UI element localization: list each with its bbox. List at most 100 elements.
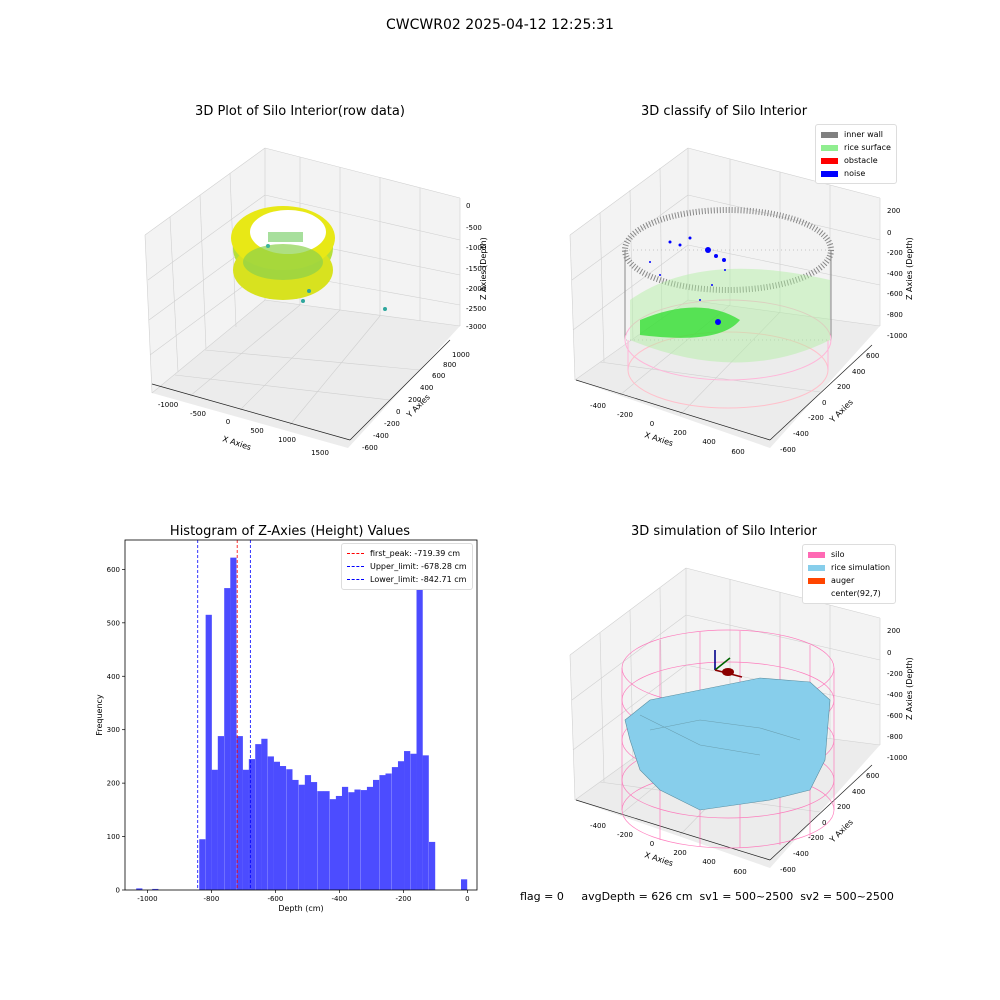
svg-text:-400: -400	[373, 432, 389, 440]
legend-lower-limit: Lower_limit: -842.71 cm	[370, 575, 467, 584]
svg-text:1000: 1000	[452, 351, 470, 359]
x-tick-label: -800	[203, 895, 219, 903]
simulation-plot-title: 3D simulation of Silo Interior	[631, 524, 817, 539]
x-tick-label: 0	[465, 895, 469, 903]
histogram-y-ticks: 0 100 200 300 400 500 600	[107, 566, 125, 895]
histogram-bar	[354, 789, 361, 890]
auger-axes-icon	[714, 650, 743, 678]
histogram-bar	[152, 888, 159, 890]
svg-text:400: 400	[852, 368, 865, 376]
figure-title: CWCWR02 2025-04-12 12:25:31	[386, 17, 614, 33]
histogram-bar	[310, 782, 318, 890]
histogram-bars	[136, 557, 468, 890]
legend-first-peak: first_peak: -719.39 cm	[370, 549, 461, 558]
histogram-x-label: Depth (cm)	[278, 904, 323, 913]
svg-text:-400: -400	[793, 850, 809, 858]
svg-text:200: 200	[887, 627, 900, 635]
y-tick-label: 0	[116, 887, 120, 895]
svg-text:-1500: -1500	[466, 265, 486, 273]
histogram-bar	[429, 841, 436, 890]
svg-text:200: 200	[837, 383, 850, 391]
histogram-bar	[286, 769, 293, 890]
raw-point-cloud	[231, 206, 387, 311]
svg-text:Z Axies (Depth): Z Axies (Depth)	[905, 237, 914, 300]
svg-text:-400: -400	[590, 402, 606, 410]
histogram-bar	[379, 775, 386, 890]
legend-swatch-noise	[821, 170, 838, 177]
histogram-bar	[230, 557, 237, 890]
histogram-bar	[205, 614, 212, 890]
classify-3d-plot: -400 -200 0 200 400 600 -600 -400 -200 0…	[569, 147, 914, 456]
svg-text:-2500: -2500	[466, 305, 486, 313]
histogram-bar	[385, 773, 392, 890]
status-footer: flag = 0 avgDepth = 626 cm sv1 = 500~250…	[520, 890, 894, 903]
histogram-bar	[304, 775, 312, 890]
svg-text:200: 200	[408, 396, 421, 404]
histogram-bar	[255, 744, 262, 890]
legend-upper-limit: Upper_limit: -678.28 cm	[370, 562, 467, 571]
classify-silo	[622, 207, 834, 409]
histogram-bar	[273, 761, 281, 890]
raw-plot-title: 3D Plot of Silo Interior(row data)	[195, 104, 405, 119]
histogram-frame	[124, 539, 478, 891]
svg-text:0: 0	[822, 399, 826, 407]
x-tick-label: -600	[267, 895, 283, 903]
histogram: -1000 -800 -600 -400 -200 0 0 100 200 300 400 500 6…	[95, 539, 478, 913]
classify-plot-title: 3D classify of Silo Interior	[640, 104, 808, 119]
svg-text:200: 200	[887, 207, 900, 215]
svg-text:-500: -500	[190, 410, 206, 418]
svg-text:X Axies: X Axies	[643, 850, 674, 868]
svg-text:200: 200	[673, 849, 686, 857]
svg-text:Z Axies (Depth): Z Axies (Depth)	[905, 657, 914, 720]
histogram-bar	[335, 795, 343, 890]
histogram-y-label: Frequency	[95, 694, 104, 736]
svg-text:400: 400	[702, 858, 715, 866]
svg-text:-600: -600	[780, 866, 796, 874]
svg-text:0: 0	[822, 819, 826, 827]
svg-text:600: 600	[731, 448, 744, 456]
svg-text:-1000: -1000	[887, 754, 907, 762]
svg-text:1000: 1000	[278, 436, 296, 444]
svg-text:-600: -600	[887, 290, 903, 298]
y-tick-label: 600	[107, 566, 120, 574]
svg-text:200: 200	[673, 429, 686, 437]
histogram-bar	[329, 799, 337, 890]
x-tick-label: -400	[331, 895, 347, 903]
y-tick-label: 300	[107, 726, 120, 734]
histogram-bar	[267, 756, 274, 890]
histogram-bar	[366, 786, 374, 890]
svg-text:400: 400	[702, 438, 715, 446]
histogram-bar	[136, 888, 143, 890]
histogram-bar	[298, 784, 305, 890]
x-tick-label: -1000	[137, 895, 157, 903]
svg-text:200: 200	[837, 803, 850, 811]
svg-text:0: 0	[650, 420, 654, 428]
histogram-bar	[391, 767, 399, 890]
svg-text:-400: -400	[793, 430, 809, 438]
histogram-bar	[397, 761, 405, 890]
histogram-bar	[317, 791, 324, 890]
svg-text:-200: -200	[384, 420, 400, 428]
y-tick-label: 200	[107, 780, 120, 788]
legend-swatch-obstacle	[821, 157, 838, 164]
histogram-x-ticks: -1000 -800 -600 -400 -200 0	[137, 890, 470, 903]
svg-text:0: 0	[887, 649, 891, 657]
histogram-legend: first_peak: -719.39 cm Upper_limit: -678…	[341, 543, 473, 590]
svg-text:600: 600	[866, 772, 879, 780]
svg-text:-200: -200	[617, 411, 633, 419]
svg-text:-1000: -1000	[466, 244, 486, 252]
svg-text:600: 600	[432, 372, 445, 380]
histogram-bar	[211, 769, 218, 890]
raw-3d-plot: -1000 -500 0 500 1000 1500 -600 -400 -20…	[144, 147, 488, 457]
svg-text:-200: -200	[617, 831, 633, 839]
classify-legend: inner wall rice surface obstacle noise	[815, 124, 897, 184]
histogram-bar	[224, 588, 231, 890]
svg-text:-800: -800	[887, 733, 903, 741]
svg-text:0: 0	[887, 229, 891, 237]
svg-text:-2000: -2000	[466, 285, 486, 293]
svg-text:-1000: -1000	[887, 332, 907, 340]
histogram-bar	[373, 779, 380, 890]
histogram-bar	[348, 792, 355, 890]
svg-text:0: 0	[650, 840, 654, 848]
